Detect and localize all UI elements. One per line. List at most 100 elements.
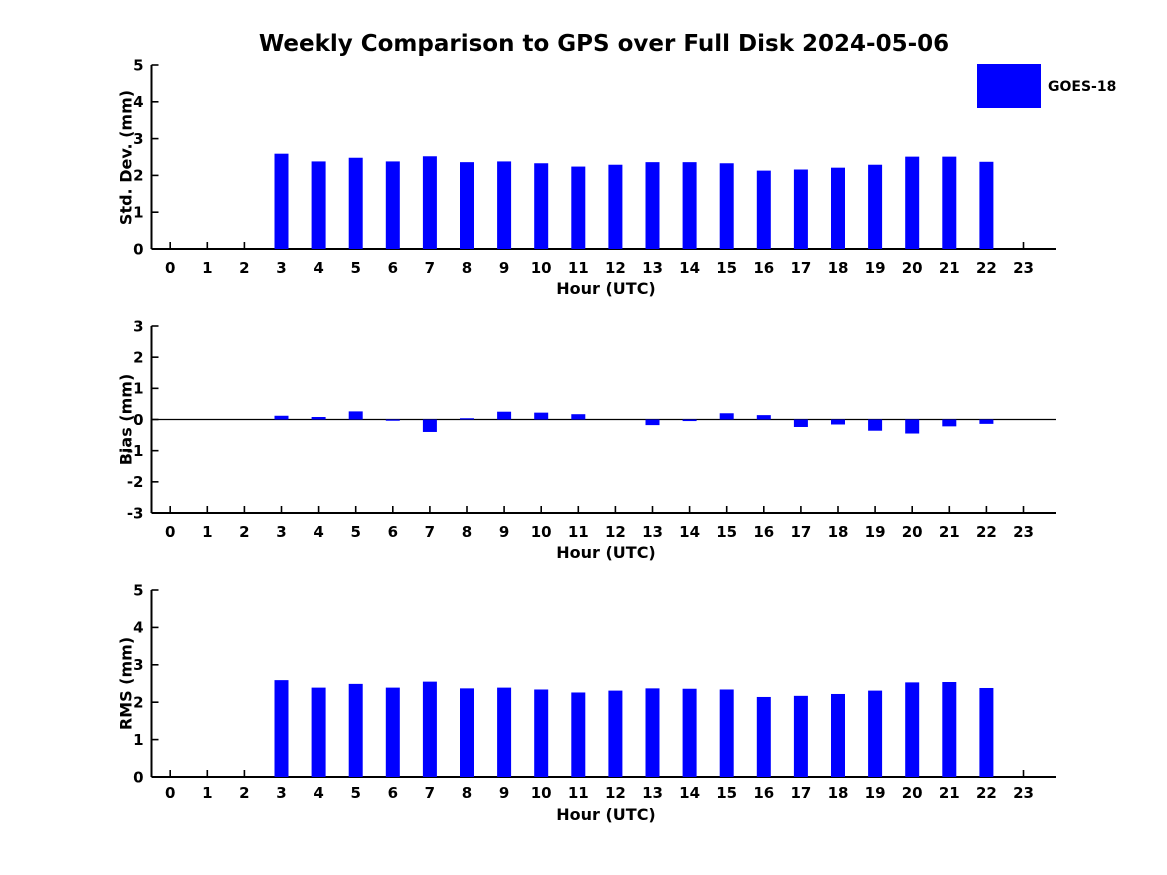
bar-hour-22 <box>979 687 994 777</box>
bar-hour-8 <box>460 418 474 420</box>
bar-hour-15 <box>719 163 734 249</box>
x-tick-label: 1 <box>202 784 212 802</box>
x-tick-label: 11 <box>568 259 589 277</box>
x-tick-label: 14 <box>679 523 700 541</box>
x-tick-label: 0 <box>165 784 175 802</box>
bar-hour-4 <box>311 687 326 777</box>
x-tick-label: 22 <box>976 784 997 802</box>
x-tick-label: 12 <box>605 259 626 277</box>
y-tick-label: 5 <box>133 56 143 74</box>
bar-hour-19 <box>868 164 883 249</box>
x-tick-label: 5 <box>350 784 360 802</box>
y-tick-label: 4 <box>133 619 143 637</box>
x-tick-label: 18 <box>828 784 849 802</box>
bar-hour-10 <box>534 689 549 777</box>
x-tick-label: 18 <box>828 259 849 277</box>
x-tick-label: 7 <box>425 784 435 802</box>
x-tick-label: 18 <box>828 523 849 541</box>
bar-hour-6 <box>385 161 400 249</box>
x-tick-label: 16 <box>753 523 774 541</box>
bar-hour-16 <box>756 696 771 777</box>
y-tick-label: -1 <box>127 442 144 460</box>
bar-hour-9 <box>497 411 512 420</box>
bar-hour-5 <box>348 411 363 420</box>
bar-hour-6 <box>385 419 400 421</box>
x-tick-label: 20 <box>902 523 923 541</box>
x-tick-label: 15 <box>716 523 737 541</box>
x-tick-label: 17 <box>790 523 811 541</box>
x-tick-label: 14 <box>679 259 700 277</box>
figure-title: Weekly Comparison to GPS over Full Disk … <box>259 31 949 57</box>
x-tick-label: 5 <box>350 259 360 277</box>
x-tick-label: 23 <box>1013 523 1034 541</box>
x-tick-label: 9 <box>499 259 509 277</box>
x-tick-label: 0 <box>165 523 175 541</box>
bar-hour-7 <box>422 419 437 432</box>
x-tick-label: 4 <box>313 784 323 802</box>
x-tick-label: 8 <box>462 523 472 541</box>
x-tick-label: 8 <box>462 784 472 802</box>
y-tick-label: 2 <box>133 167 143 185</box>
x-tick-label: 13 <box>642 523 663 541</box>
x-tick-label: 6 <box>388 784 398 802</box>
x-tick-label: 19 <box>865 784 886 802</box>
bar-hour-16 <box>756 415 771 420</box>
y-tick-label: 1 <box>133 380 143 398</box>
x-tick-label: 15 <box>716 259 737 277</box>
bar-hour-8 <box>460 162 474 249</box>
legend: GOES-18 <box>977 64 1116 108</box>
bar-hour-10 <box>534 412 549 420</box>
bar-hour-15 <box>719 689 734 777</box>
y-axis-label-bias: Bias (mm) <box>117 374 136 466</box>
x-tick-label: 7 <box>425 259 435 277</box>
bar-hour-11 <box>571 166 586 249</box>
bar-hour-12 <box>608 164 623 249</box>
bar-hour-17 <box>793 419 808 427</box>
y-tick-label: 0 <box>133 411 143 429</box>
bar-hour-21 <box>942 419 957 427</box>
legend-swatch <box>977 64 1041 108</box>
bar-hour-22 <box>979 161 994 249</box>
bar-hour-22 <box>979 419 994 424</box>
bar-hour-19 <box>868 690 883 777</box>
bar-hour-14 <box>682 419 697 422</box>
bar-hour-11 <box>571 692 586 777</box>
bar-hour-21 <box>942 682 957 777</box>
y-axis-label-rms: RMS (mm) <box>117 637 136 730</box>
bar-hour-17 <box>793 695 808 777</box>
bar-hour-18 <box>831 419 845 425</box>
x-tick-label: 6 <box>388 259 398 277</box>
x-tick-label: 16 <box>753 784 774 802</box>
y-tick-label: 0 <box>133 768 143 786</box>
bar-hour-16 <box>756 170 771 249</box>
bar-hour-14 <box>682 162 697 249</box>
x-tick-label: 21 <box>939 784 960 802</box>
x-tick-label: 16 <box>753 259 774 277</box>
x-tick-label: 3 <box>276 523 286 541</box>
bar-hour-3 <box>274 680 289 777</box>
bar-hour-8 <box>460 688 474 777</box>
bar-hour-7 <box>422 681 437 777</box>
x-tick-label: 9 <box>499 523 509 541</box>
y-tick-label: 0 <box>133 240 143 258</box>
x-tick-label: 3 <box>276 784 286 802</box>
bar-hour-6 <box>385 687 400 777</box>
y-axis-label-std-dev: Std. Dev. (mm) <box>117 90 136 225</box>
x-tick-label: 1 <box>202 523 212 541</box>
bar-hour-4 <box>311 161 326 249</box>
x-tick-label: 1 <box>202 259 212 277</box>
y-tick-label: 3 <box>133 656 143 674</box>
bar-hour-3 <box>274 153 289 249</box>
x-tick-label: 7 <box>425 523 435 541</box>
x-tick-label: 5 <box>350 523 360 541</box>
y-tick-label: -2 <box>127 473 144 491</box>
x-tick-label: 9 <box>499 784 509 802</box>
x-axis-label-bias: Hour (UTC) <box>556 543 656 562</box>
x-axis-label-rms: Hour (UTC) <box>556 805 656 824</box>
x-tick-label: 13 <box>642 784 663 802</box>
x-tick-label: 12 <box>605 784 626 802</box>
x-tick-label: 21 <box>939 259 960 277</box>
